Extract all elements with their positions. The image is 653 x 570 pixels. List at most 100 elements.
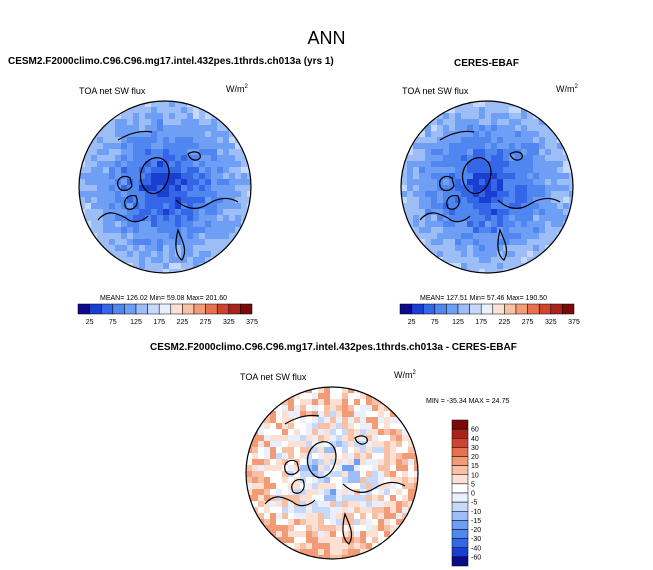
colorbar-3-swatch (451, 428, 469, 439)
colorbar-3-tick-label: 30 (471, 445, 479, 452)
colorbar-1-swatch (100, 303, 114, 315)
colorbar-2-tick-label: 275 (522, 319, 534, 326)
page-title: ANN (307, 28, 346, 48)
panel-3-variable-label: TOA net SW flux (240, 372, 307, 382)
coastline-path (264, 496, 316, 507)
coastline-path (284, 459, 305, 494)
colorbar-1-tick-label: 225 (177, 319, 189, 326)
colorbar-2-swatch (399, 303, 412, 315)
colorbar-2-tick-label: 225 (499, 319, 511, 326)
colorbar-3-tick-label: 10 (471, 472, 479, 479)
colorbar-2-tick-label: 25 (408, 319, 416, 326)
colorbar-1-swatch (158, 303, 172, 315)
colorbar-3-tick-label: 15 (471, 463, 479, 470)
colorbar-1-tick-label: 25 (86, 319, 94, 326)
colorbar-3-tick-label: 20 (471, 454, 479, 461)
colorbar-2-swatch (411, 303, 424, 315)
colorbar-1-swatch (240, 303, 253, 315)
coastline-path (175, 228, 186, 261)
colorbar-3-swatch (451, 483, 469, 494)
colorbar-1-tick-label: 75 (109, 319, 117, 326)
colorbar-3-tick-label: 60 (471, 427, 479, 434)
colorbar-2-tick-label: 375 (568, 319, 580, 326)
colorbar-3-swatch (451, 511, 469, 521)
colorbar-1-tick-label: 175 (153, 319, 165, 326)
colorbar-2-swatch (469, 303, 482, 315)
panel-2-stats: MEAN= 127.51 Min= 57.46 Max= 190.50 (420, 295, 548, 302)
colorbar-3-tick-label: 5 (471, 481, 475, 488)
colorbar-2-swatch (422, 303, 436, 315)
colorbar-3-swatch (451, 419, 469, 430)
colorbar-2-swatch (538, 303, 552, 315)
colorbar-1-swatch (124, 303, 137, 315)
colorbar-1-swatch (89, 303, 102, 315)
panel-3-stats: MIN = -35.34 MAX = 24.75 (426, 398, 510, 405)
colorbar-3-swatch (451, 529, 469, 539)
colorbar-3-swatch (451, 438, 469, 448)
colorbar-1-tick-label: 375 (246, 319, 258, 326)
map-field (246, 387, 418, 559)
colorbar-1-swatch (216, 303, 230, 315)
coastline-path (284, 414, 320, 425)
colorbar-1-swatch (112, 303, 125, 315)
coastline-path (497, 197, 561, 209)
colorbar-3-swatch (451, 556, 469, 567)
panel-2-units-label: W/m2 (556, 84, 578, 94)
colorbar-3-tick-label: 0 (471, 491, 475, 498)
colorbar-2-swatch (457, 303, 470, 315)
colorbar-1-tick-label: 325 (223, 319, 235, 326)
colorbar-3-tick-label: -40 (471, 545, 481, 552)
colorbar-3-tick-label: -15 (471, 518, 481, 525)
colorbar-3-tick-label: 40 (471, 436, 479, 443)
colorbar-2-swatch (515, 303, 528, 315)
panel-2-case-title: CERES-EBAF (454, 58, 520, 69)
coastline-path (419, 212, 471, 223)
map-boundary (78, 100, 252, 274)
colorbar-1-swatch (205, 303, 218, 315)
coastline-path (97, 212, 149, 223)
colorbar-1-swatch (170, 303, 183, 315)
colorbar-3-swatch (451, 474, 469, 485)
colorbar-2-tick-label: 75 (431, 319, 439, 326)
colorbar-3-swatch (451, 447, 469, 457)
colorbar-3-swatch (451, 465, 469, 475)
panel-2-colorbar: 25 75 125 175 225 275 325 375 (399, 303, 580, 326)
coastline-path (461, 157, 492, 195)
panel-1-colorbar: 25 75 125 175 225 275 325 375 (77, 303, 258, 326)
colorbar-3-swatch (451, 547, 469, 558)
coastline-path (342, 512, 353, 545)
coastline-path (342, 481, 406, 493)
panel-3-case-title: CESM2.F2000climo.C96.C96.mg17.intel.432p… (150, 342, 517, 353)
coastline-path (439, 175, 460, 210)
colorbar-2-swatch (480, 303, 494, 315)
panel-1-units-label: W/m2 (226, 84, 248, 94)
colorbar-1-swatch (147, 303, 160, 315)
colorbar-3-swatch (451, 538, 469, 548)
coastline-path (509, 151, 523, 161)
colorbar-3-swatch (451, 492, 469, 503)
colorbar-3-tick-label: -20 (471, 527, 481, 534)
colorbar-2-tick-label: 325 (545, 319, 557, 326)
colorbar-2-tick-label: 125 (452, 319, 464, 326)
coastline-path (497, 228, 508, 261)
colorbar-2-swatch (446, 303, 459, 315)
coastline-path (117, 130, 153, 141)
colorbar-2-swatch (527, 303, 540, 315)
colorbar-1-swatch (193, 303, 206, 315)
panel-3-difference-map (245, 386, 419, 560)
colorbar-3-swatch (451, 520, 469, 530)
coastline-path (117, 175, 138, 210)
colorbar-2-swatch (492, 303, 505, 315)
panel-1-variable-label: TOA net SW flux (79, 86, 146, 96)
coastline-path (354, 435, 368, 445)
colorbar-1-swatch (77, 303, 90, 315)
colorbar-1-swatch (135, 303, 148, 315)
panel-1-case-title: CESM2.F2000climo.C96.C96.mg17.intel.432p… (8, 56, 334, 67)
coastline-path (439, 130, 475, 141)
colorbar-2-swatch (434, 303, 447, 315)
map-boundary (400, 100, 574, 274)
colorbar-3-tick-label: -60 (471, 554, 481, 561)
colorbar-1-tick-label: 275 (200, 319, 212, 326)
panel-1-polar-map (78, 100, 252, 274)
colorbar-3-swatch (451, 501, 469, 512)
